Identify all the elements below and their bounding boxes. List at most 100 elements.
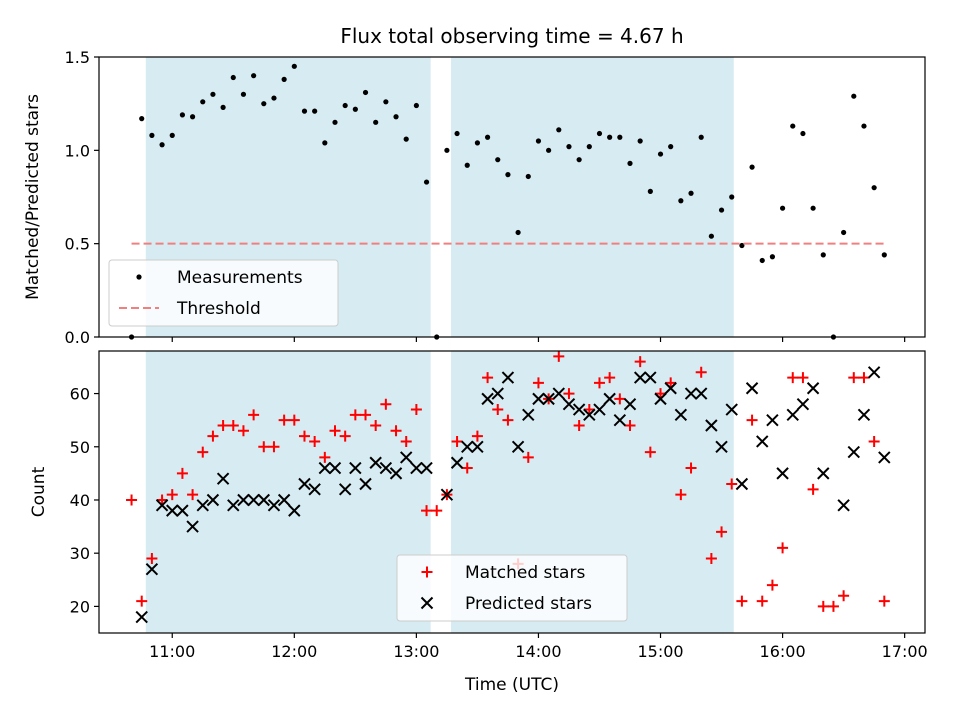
panel2-series-0-point-60: [736, 595, 748, 607]
panel2-series-0-point-19: [319, 451, 331, 463]
panel2-series-0-point-35: [482, 372, 494, 384]
panel2-series-1-point-68: [847, 445, 861, 459]
panel1-series-0-point-40: [535, 138, 542, 144]
panel1-series-0-point-18: [312, 108, 318, 114]
panel2-series-0-point-56: [695, 366, 707, 378]
panel2-series-0-point-40: [532, 377, 544, 389]
panel2-series-0-point-4: [166, 489, 178, 501]
panel2-series-1-point-11: [247, 493, 260, 507]
panel1-y-tick-label-2: 1.0: [65, 141, 90, 160]
panel1-series-0-point-65: [790, 123, 796, 129]
panel2-series-1-point-14: [277, 493, 291, 507]
panel1-series-0-point-56: [698, 134, 704, 140]
panel2-series-0-point-43: [563, 388, 575, 400]
panel2-series-1-point-30: [450, 456, 464, 469]
panel2-series-0-point-11: [237, 425, 249, 437]
panel2-series-0-point-30: [431, 505, 443, 517]
panel2-series-0-point-66: [797, 372, 809, 384]
panel2-series-1-point-0: [135, 610, 148, 624]
panel1-y-tick-label-3: 1.5: [65, 48, 90, 67]
panel1-series-0-point-42: [556, 127, 562, 133]
panel2-series-1-point-8: [216, 472, 230, 485]
panel2-y-tick-label-2: 40: [70, 491, 90, 510]
panel1-legend-box: [108, 259, 339, 327]
panel1-series-0-point-71: [851, 93, 857, 99]
panel2-series-0-point-68: [817, 600, 829, 612]
panel2-series-0-point-47: [604, 372, 616, 384]
panel2-series-0-point-2: [146, 553, 158, 565]
panel2-series-1-point-21: [349, 461, 362, 475]
panel2-series-1-point-58: [735, 477, 749, 491]
panel2-series-1-point-17: [308, 483, 321, 496]
panel2-y-tick-label-4: 60: [70, 385, 90, 404]
panel2-series-0-point-63: [766, 579, 778, 591]
panel2-series-1-point-5: [186, 520, 199, 533]
panel2-series-0-point-58: [716, 526, 728, 538]
panel2-series-0-point-48: [614, 393, 626, 405]
panel2-series-1-point-39: [542, 392, 555, 406]
panel2-series-0-point-51: [644, 446, 656, 458]
panel2-series-1-point-60: [756, 435, 769, 448]
panel1-series-0-point-72: [861, 123, 867, 129]
panel1-series-0-point-8: [210, 91, 216, 97]
panel2-series-0-point-25: [380, 398, 392, 410]
panel2-x-tick-label-2: 13:00: [393, 642, 439, 661]
panel2-x-tick-label-4: 15:00: [637, 642, 683, 661]
panel2-series-0-point-34: [471, 430, 483, 442]
panel1-series-0-point-34: [474, 140, 481, 146]
panel1-series-0-point-6: [189, 114, 196, 120]
panel2-series-0-point-61: [746, 414, 758, 426]
panel1-series-0-point-48: [617, 134, 623, 140]
panel2-series-0-point-53: [665, 377, 677, 389]
panel2-x-tick-label-5: 16:00: [760, 642, 806, 661]
panel2-series-0-point-42: [553, 350, 565, 362]
panel2-series-0-point-64: [777, 542, 789, 554]
panel2-series-0-point-36: [492, 404, 504, 416]
panel2-series-1-point-31: [461, 440, 474, 453]
panel2-series-1-point-59: [745, 382, 759, 395]
panel1-series-0-point-17: [301, 108, 308, 114]
panel2-legend-swatch-1: [420, 596, 434, 610]
panel2-series-0-point-12: [248, 409, 260, 421]
panel1-series-0-point-41: [546, 147, 552, 153]
panel2-series-1-point-43: [583, 408, 596, 422]
panel2-series-1-point-61: [766, 413, 779, 427]
panel2-series-0-point-5: [176, 467, 188, 479]
panel2-series-0-point-67: [807, 483, 819, 495]
panel2-series-1-point-24: [379, 461, 393, 475]
panel2-series-0-point-32: [451, 435, 463, 447]
panel2-series-0-point-0: [126, 494, 138, 506]
panel2-series-0-point-33: [461, 462, 473, 474]
panel2-series-1-point-27: [410, 461, 423, 475]
panel2-series-1-point-37: [522, 408, 535, 422]
panel2-series-0-point-45: [583, 404, 595, 416]
panel2-series-0-point-44: [573, 419, 585, 431]
panel2-series-1-point-33: [481, 392, 494, 406]
panel2-series-0-point-23: [360, 409, 372, 421]
panel2-series-1-point-65: [806, 382, 820, 395]
panel2-series-0-point-24: [370, 419, 382, 431]
panel2-x-tick-label-6: 17:00: [882, 642, 928, 661]
panel2-series-1-point-42: [572, 403, 586, 416]
panel1-frame: [98, 56, 926, 338]
panel2-series-0-point-29: [421, 505, 433, 517]
panel2-series-1-point-44: [593, 403, 606, 416]
panel2-series-1-point-6: [196, 499, 209, 512]
panel1-legend-label-0: Measurements: [177, 268, 303, 288]
panel1-series-0-point-63: [769, 254, 776, 260]
panel2-series-0-point-18: [309, 435, 321, 447]
panel2-series-0-point-6: [187, 489, 199, 501]
panel2-series-0-point-3: [156, 494, 168, 506]
panel2-series-0-point-9: [217, 419, 229, 431]
panel2-series-0-point-13: [258, 441, 270, 453]
panel1-series-0-point-22: [352, 106, 358, 112]
panel2-series-0-point-59: [726, 478, 738, 490]
panel1-series-0-point-35: [484, 134, 491, 140]
panel1-series-0-point-13: [261, 101, 267, 107]
panel2-series-0-point-72: [858, 372, 870, 384]
panel1-series-0-point-55: [688, 190, 694, 196]
panel1-series-0-point-19: [322, 140, 328, 146]
panel2-series-1-point-13: [267, 499, 281, 512]
panel1-series-0-point-21: [342, 102, 348, 109]
panel1-series-0-point-66: [800, 130, 806, 137]
